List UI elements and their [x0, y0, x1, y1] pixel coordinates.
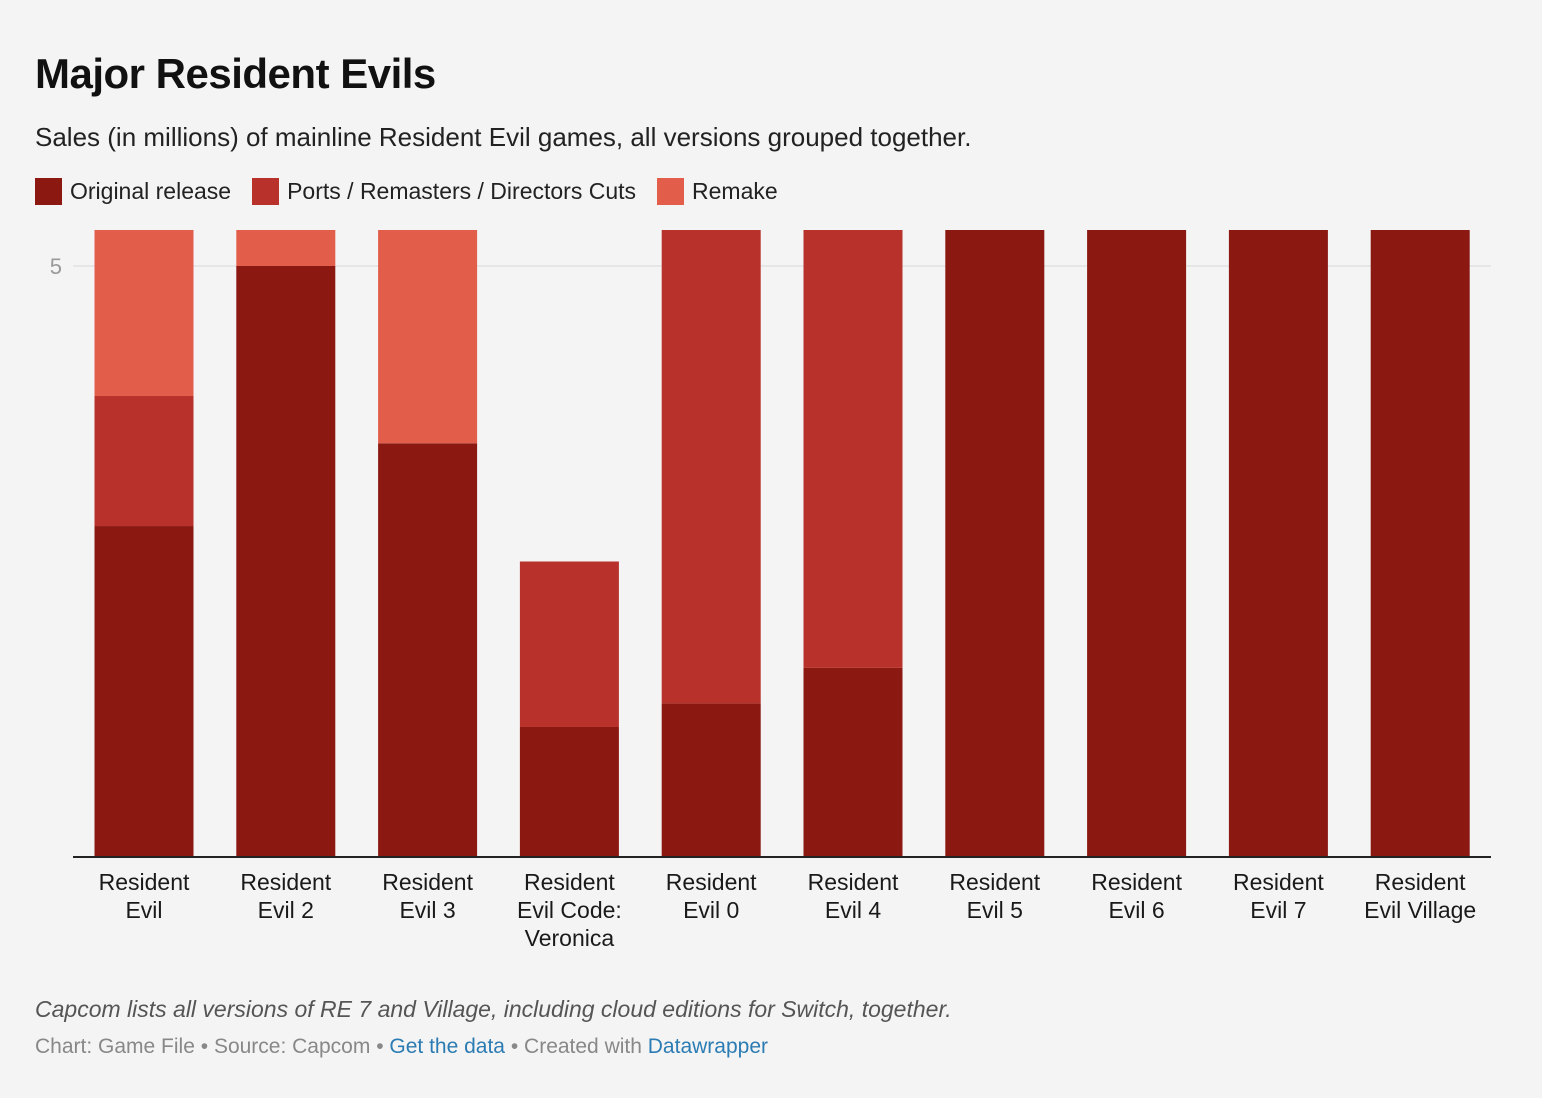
- y-tick-label-5: 5: [50, 254, 62, 279]
- x-category-label: Resident Evil 2: [240, 869, 331, 923]
- axis-labels: 510152025ResidentEvilResidentEvil 2Resid…: [50, 254, 1476, 951]
- x-category-label: Resident Evil 3: [382, 869, 473, 923]
- footer-credit: Chart: Game File: [35, 1035, 195, 1058]
- bar-segment-4-original[interactable]: [519, 726, 619, 857]
- bar-segment-1-remake[interactable]: [94, 230, 194, 397]
- x-category-label: Resident Evil Code: Veronica: [517, 869, 622, 951]
- legend: Original release Ports / Remasters / Dir…: [35, 178, 799, 205]
- x-category-label: Resident Evil 5: [949, 869, 1040, 923]
- bar-segment-1-original[interactable]: [94, 526, 194, 857]
- legend-swatch-original: [35, 178, 62, 205]
- legend-label-original: Original release: [70, 178, 232, 204]
- bar-segment-3-original[interactable]: [378, 443, 478, 857]
- x-category-label: Resident Evil Village: [1364, 869, 1476, 923]
- bar-segment-8-original[interactable]: [1087, 230, 1187, 858]
- legend-item-original: Original release: [35, 178, 231, 205]
- bar-segment-7-original[interactable]: [945, 230, 1045, 858]
- chart-note: Capcom lists all versions of RE 7 and Vi…: [35, 996, 952, 1022]
- bar-segment-4-ports[interactable]: [519, 561, 619, 727]
- bar-segment-6-ports[interactable]: [803, 230, 903, 668]
- chart-title: Major Resident Evils: [35, 50, 436, 97]
- bar-segment-10-original[interactable]: [1370, 230, 1470, 858]
- legend-label-remake: Remake: [692, 178, 778, 204]
- x-category-label: Resident Evil 4: [808, 869, 899, 923]
- legend-swatch-remake: [657, 178, 685, 205]
- footer-separator: •: [376, 1035, 384, 1058]
- x-category-label: Resident Evil 6: [1091, 869, 1182, 923]
- footer-source: Source: Capcom: [213, 1035, 371, 1058]
- bar-segment-6-original[interactable]: [803, 667, 903, 857]
- bar-segment-5-ports[interactable]: [661, 230, 761, 704]
- bar-segment-2-original[interactable]: [236, 266, 336, 857]
- legend-swatch-ports: [252, 178, 280, 205]
- footer-separator: •: [510, 1035, 519, 1058]
- bar-segment-3-remake[interactable]: [378, 230, 478, 444]
- bar-segment-1-ports[interactable]: [94, 396, 194, 527]
- x-category-label: Resident Evil 7: [1233, 869, 1324, 923]
- x-category-label: Resident Evil: [99, 869, 190, 923]
- legend-label-ports: Ports / Remasters / Directors Cuts: [287, 178, 637, 204]
- footer-separator: •: [200, 1035, 209, 1058]
- stacked-bar-chart: 510152025ResidentEvilResidentEvil 2Resid…: [50, 230, 1491, 951]
- legend-item-ports: Ports / Remasters / Directors Cuts: [252, 178, 636, 205]
- datawrapper-link[interactable]: Datawrapper: [647, 1035, 768, 1058]
- bar-segment-5-original[interactable]: [661, 703, 761, 857]
- bars: [94, 230, 1470, 858]
- legend-item-remake: Remake: [657, 178, 778, 205]
- bar-segment-2-remake[interactable]: [236, 230, 336, 266]
- chart-footer: Chart: Game File • Source: Capcom • Get …: [35, 1035, 768, 1059]
- chart-subtitle: Sales (in millions) of mainline Resident…: [35, 122, 972, 152]
- x-category-label: Resident Evil 0: [666, 869, 757, 923]
- footer-created-with: Created with: [524, 1035, 642, 1058]
- get-data-link[interactable]: Get the data: [389, 1035, 505, 1058]
- bar-segment-9-original[interactable]: [1228, 230, 1328, 857]
